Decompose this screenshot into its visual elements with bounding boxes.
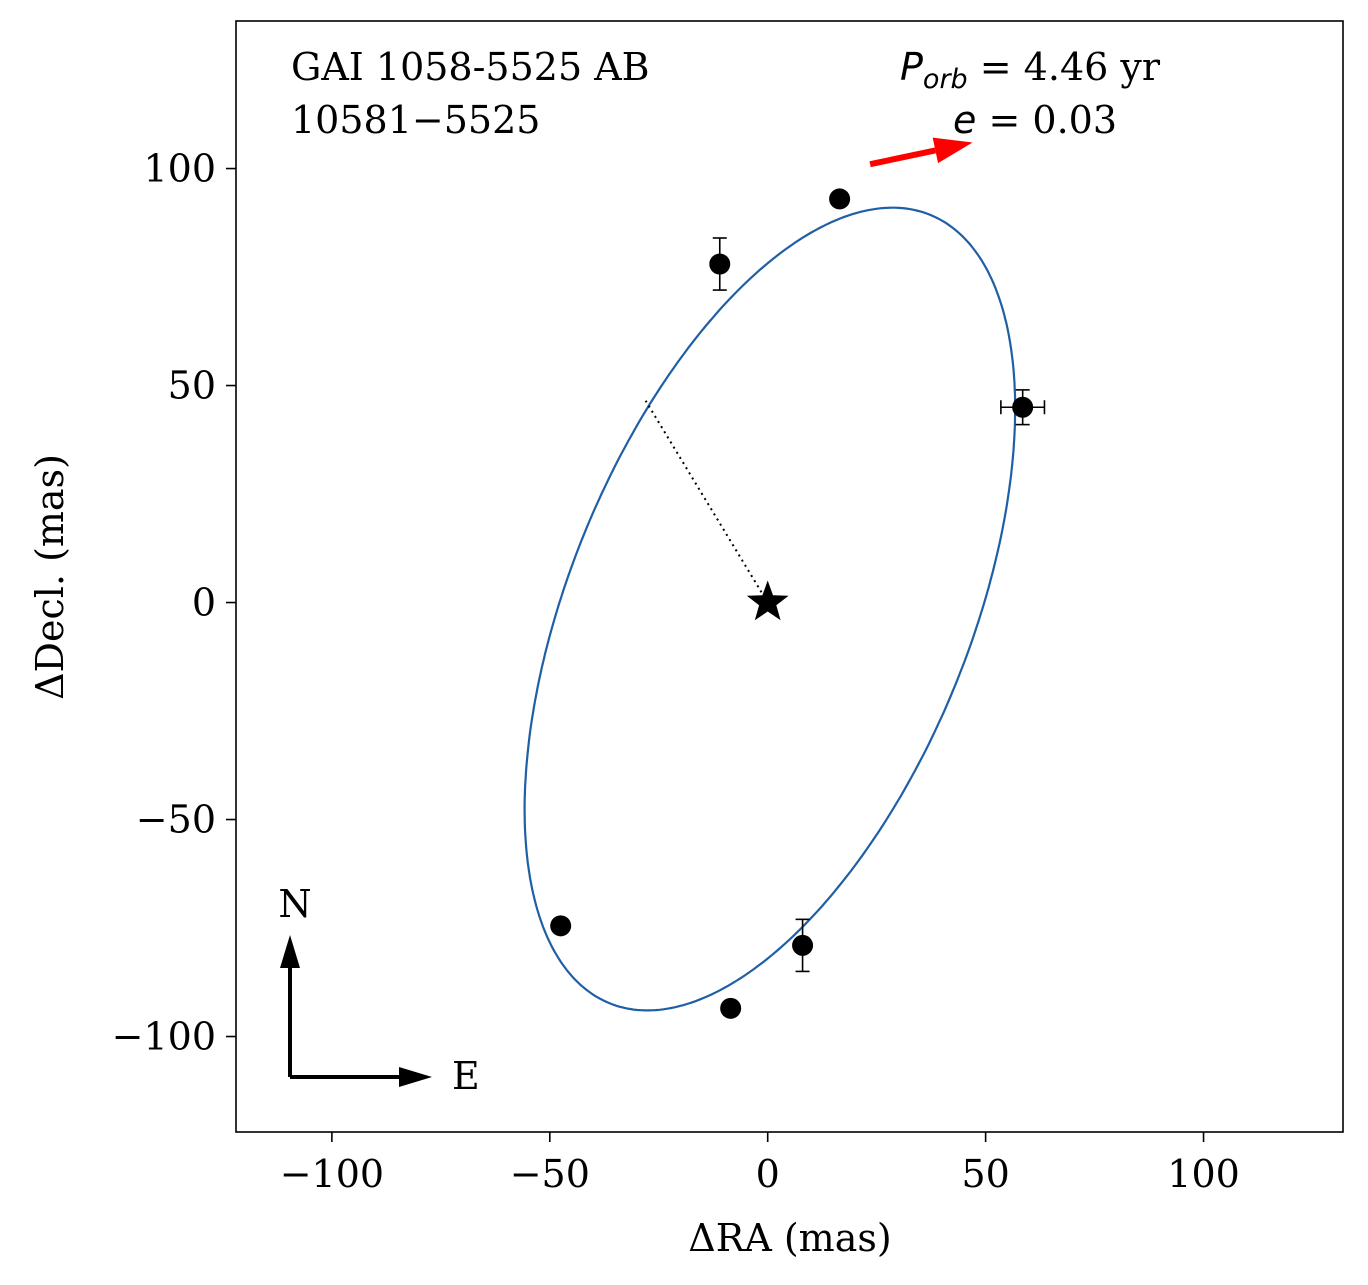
x-tick-label-2: −50 [510, 1152, 590, 1196]
data-point-6 [720, 997, 742, 1019]
ecc-value: = 0.03 [976, 98, 1117, 142]
y-tick-label-4: 50 [168, 364, 216, 408]
motion-arrow-shaft [869, 147, 936, 168]
compass-north-label: N [278, 882, 311, 926]
data-point-4 [550, 915, 572, 937]
data-point-5 [792, 934, 814, 956]
compass-east-label: E [452, 1054, 480, 1098]
y-tick-label-5: 100 [143, 147, 216, 191]
y-axis-label: ΔDecl. (mas) [28, 454, 72, 700]
title-line-2: 10581−5525 [291, 98, 540, 142]
motion-arrow-head [932, 137, 973, 164]
title-line-1: GAI 1058-5525 AB [291, 45, 650, 89]
data-point-2 [709, 253, 731, 275]
ecc-symbol: e [953, 98, 976, 142]
compass: N E [278, 882, 479, 1098]
y-tick-label-2: −50 [136, 798, 216, 842]
x-axis-label: ΔRA (mas) [688, 1216, 891, 1260]
plot-frame [235, 20, 1344, 1133]
x-tick-label-3: 0 [756, 1152, 780, 1196]
y-tick-label-3: 0 [192, 581, 216, 625]
compass-east-arrowhead [399, 1067, 432, 1087]
period-value: = 4.46 yr [968, 45, 1161, 89]
plot-layer [523, 137, 1046, 1019]
primary-star-marker [746, 580, 789, 621]
y-tick-label-1: −100 [112, 1015, 216, 1059]
data-point-3 [1012, 396, 1034, 418]
period-subscript: orb [923, 64, 968, 95]
eccentricity-annotation: e = 0.03 [953, 98, 1117, 142]
x-tick-label-5: 100 [1167, 1152, 1240, 1196]
period-symbol: P [900, 45, 923, 89]
axis-layer: −100 −50 0 50 100 −100 −50 0 50 100 [112, 147, 1240, 1196]
x-tick-label-1: −100 [280, 1152, 384, 1196]
data-point-1 [829, 188, 851, 210]
orbit-ellipse [523, 206, 1017, 1012]
compass-north-arrowhead [280, 935, 300, 968]
x-tick-label-4: 50 [961, 1152, 1009, 1196]
period-annotation: Porb = 4.46 yr [900, 45, 1161, 95]
